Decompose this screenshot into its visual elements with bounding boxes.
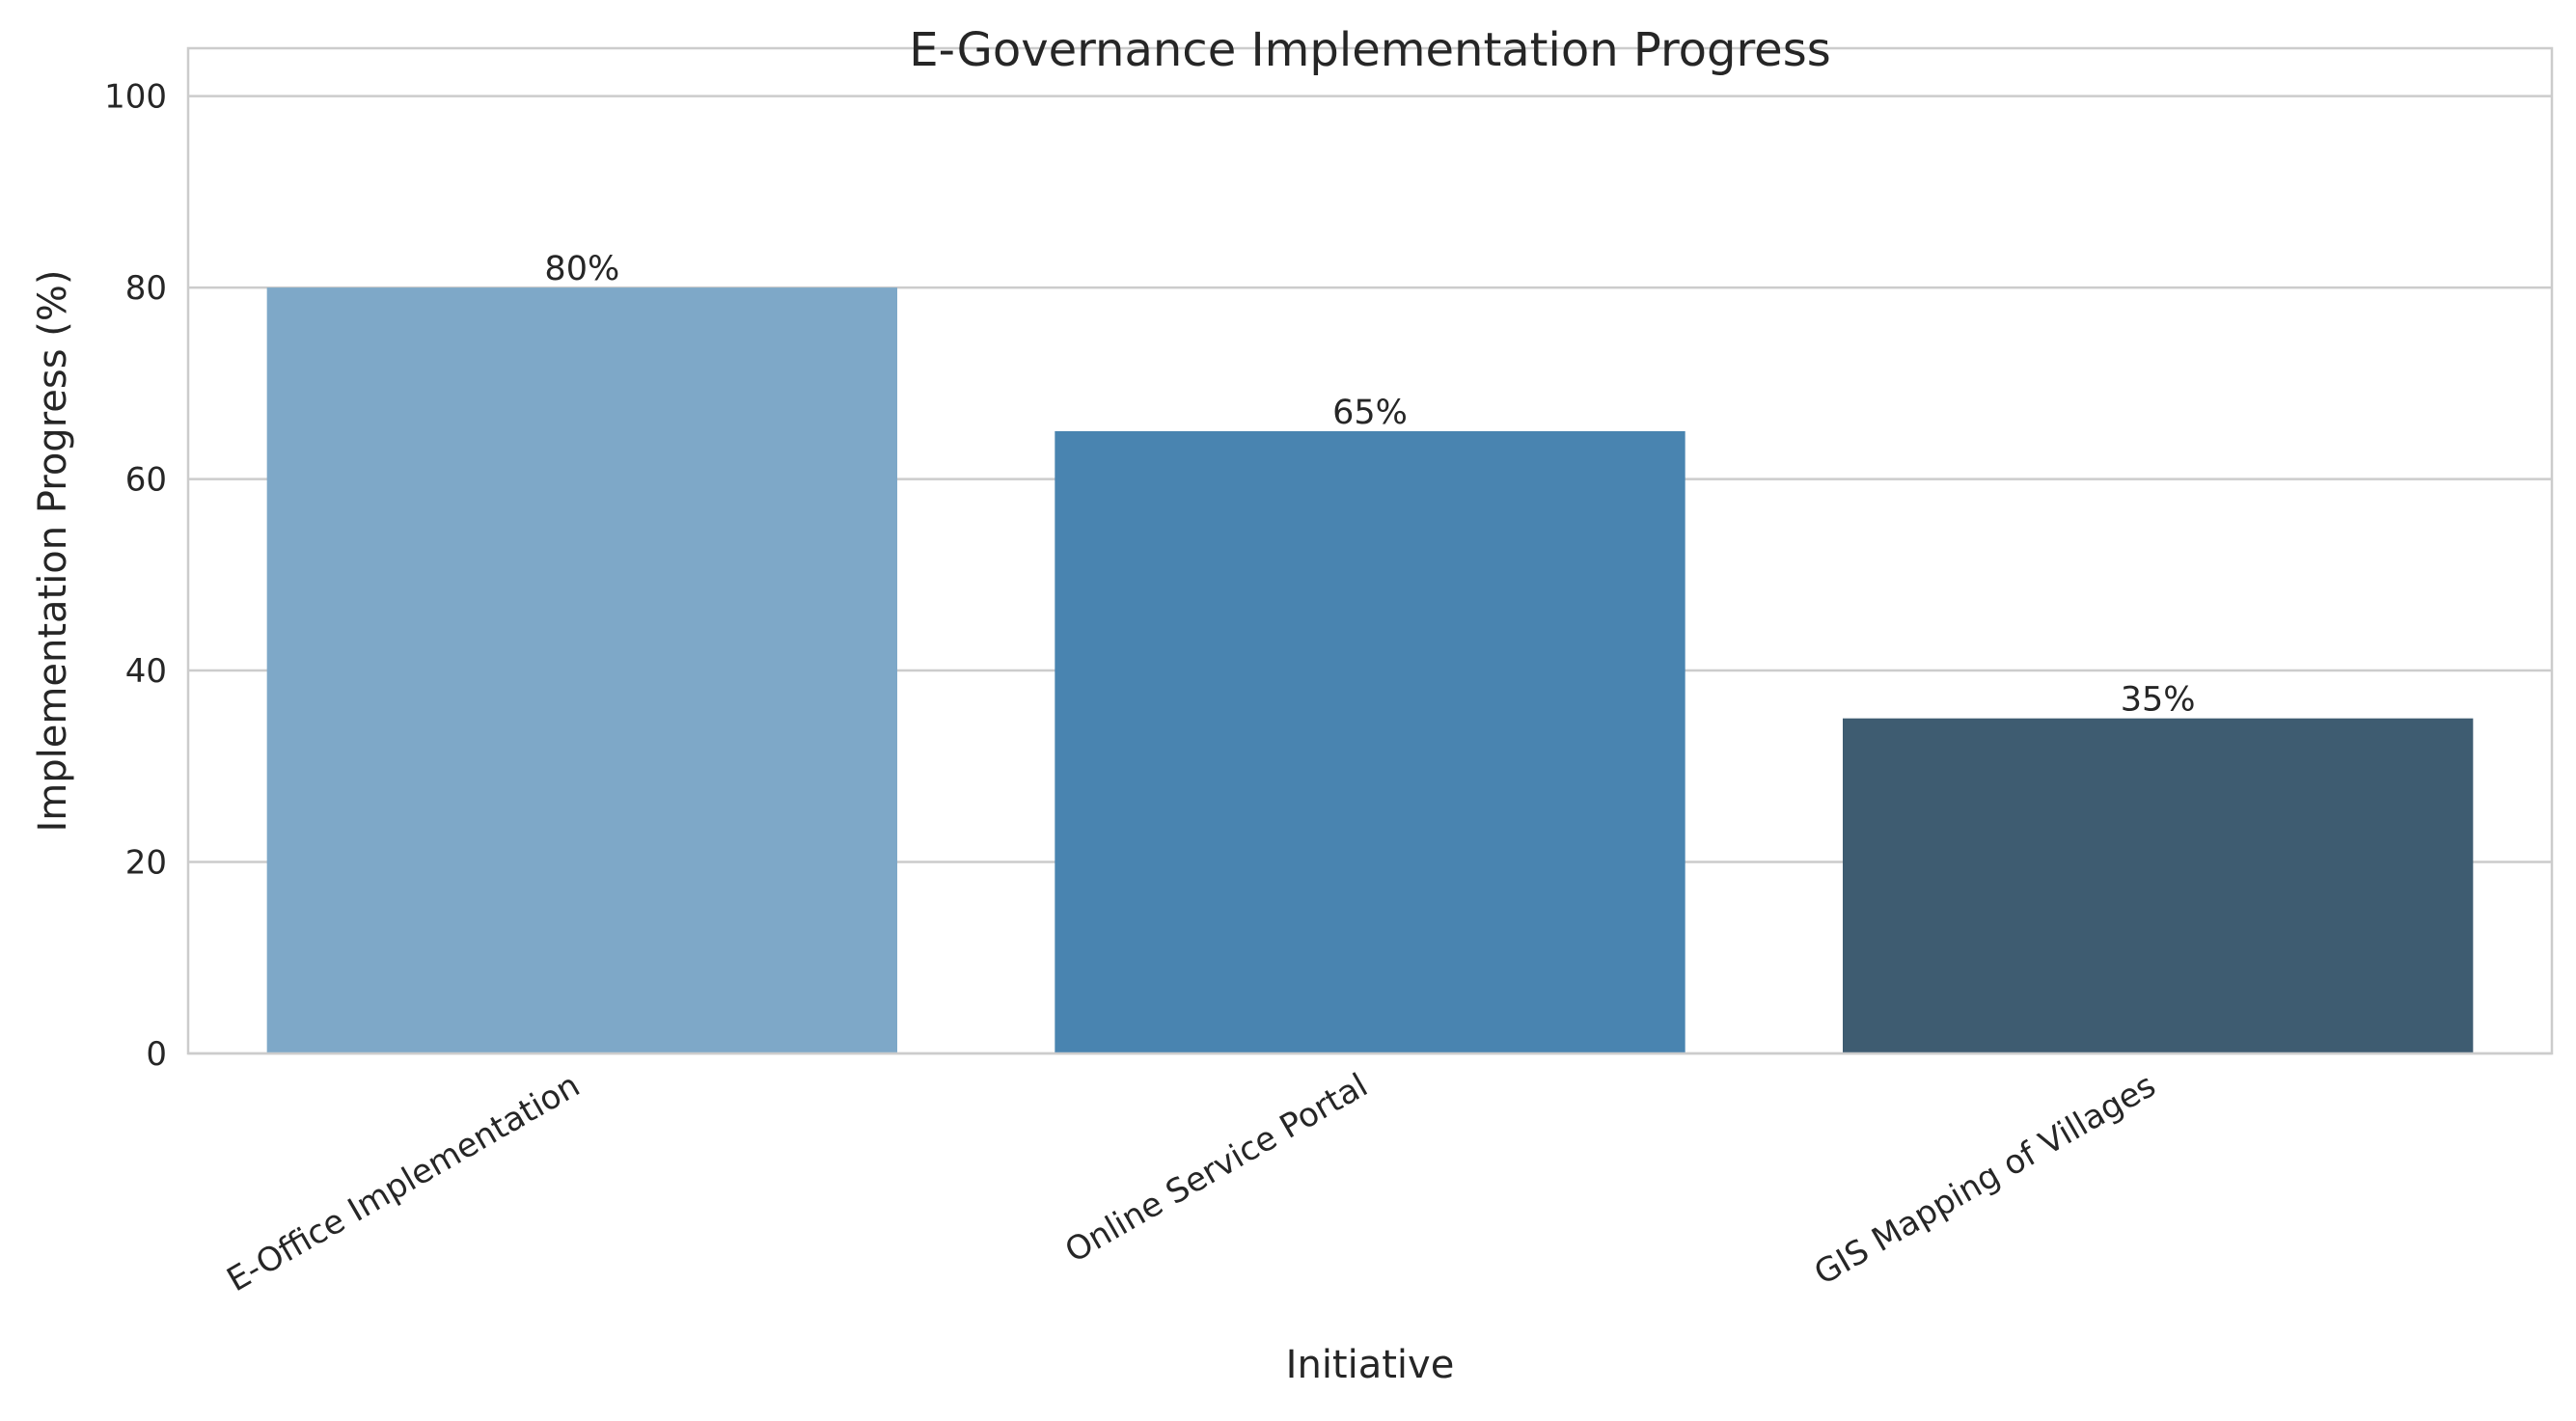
y-tick-label: 20: [125, 844, 167, 883]
plot-frame: [186, 46, 2554, 1055]
y-tick-label: 80: [125, 269, 167, 308]
x-tick-label: GIS Mapping of Villages: [1808, 1066, 2162, 1293]
y-tick-label: 60: [125, 461, 167, 500]
bars: [266, 287, 2474, 1054]
x-tick-labels: E-Office Implementation Online Service Po…: [221, 1066, 2163, 1299]
bar-1: [1055, 430, 1685, 1053]
bar-value-label: 80%: [544, 250, 619, 288]
y-tick-labels: 0 20 40 60 80 100: [104, 78, 167, 1074]
chart-title: E-Governance Implementation Progress: [909, 23, 1830, 77]
y-tick-label: 0: [146, 1035, 167, 1074]
y-tick-label: 100: [104, 78, 167, 117]
bar-value-label: 35%: [2121, 681, 2196, 720]
bar-2: [1843, 718, 2474, 1053]
bar-0: [266, 287, 898, 1054]
x-tick-label: E-Office Implementation: [221, 1066, 587, 1299]
x-tick-label: Online Service Portal: [1058, 1066, 1374, 1271]
y-tick-label: 40: [125, 652, 167, 691]
x-axis-label: Initiative: [1286, 1343, 1455, 1387]
y-axis-label: Implementation Progress (%): [31, 270, 75, 833]
bar-value-label: 65%: [1332, 394, 1408, 432]
data-labels: 80% 65% 35%: [544, 250, 2195, 720]
